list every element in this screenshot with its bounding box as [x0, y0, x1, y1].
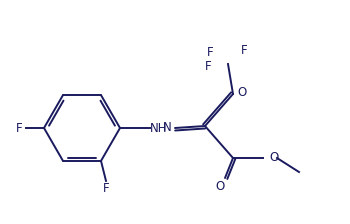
Text: F: F: [205, 60, 211, 73]
Text: F: F: [241, 43, 247, 56]
Text: F: F: [16, 121, 22, 134]
Text: F: F: [207, 45, 213, 58]
Text: N: N: [163, 121, 172, 134]
Text: O: O: [237, 86, 247, 99]
Text: F: F: [103, 182, 109, 195]
Text: NH: NH: [150, 121, 168, 134]
Text: O: O: [215, 179, 225, 192]
Text: O: O: [269, 151, 278, 164]
